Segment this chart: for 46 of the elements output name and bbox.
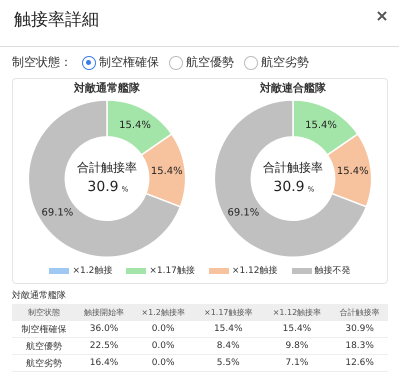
text: 8.4% (216, 341, 240, 351)
text: 0.0% (152, 358, 175, 368)
text: 制空状態： (12, 54, 72, 71)
text: 30.9% (345, 324, 374, 334)
text: 航空優勢 (186, 54, 234, 71)
text: 合計触接率 (77, 160, 137, 175)
text: 触接率詳細 (14, 9, 99, 31)
legend-label: ×1.2触接 (71, 264, 112, 277)
text: 16.4% (90, 358, 118, 368)
category-label: ×1.17触接率 (194, 304, 263, 321)
category-label: 触接開始率 (76, 304, 132, 321)
category-label: ×1.12触接率 (262, 304, 332, 321)
category-label: 航空優勢 (26, 342, 62, 352)
chart-title: 対敵通常艦隊 (73, 81, 141, 94)
text: 0.0% (152, 341, 175, 351)
data-label: 15.4% (305, 120, 337, 131)
legend-label: ×1.12触接 (230, 264, 278, 277)
text: 18.3% (345, 341, 374, 351)
legend-label: 触接不発 (314, 264, 351, 277)
data-label: 15.4% (150, 166, 183, 178)
legend-label: ×1.17触接 (148, 264, 195, 277)
text: 7.1% (286, 358, 308, 368)
text: 航空劣勢 (261, 54, 309, 71)
data-label: 15.4% (119, 120, 151, 131)
category-label: 制空権確保 (21, 324, 66, 334)
text: 12.6% (345, 358, 374, 368)
chart-title: 対敵連合艦隊 (259, 81, 327, 94)
category-label: 制空状態 (12, 304, 76, 321)
data-label: 69.1% (228, 207, 260, 218)
text: 対敵通常艦隊 (12, 290, 67, 302)
text: 15.4% (214, 324, 243, 334)
category-label: ×1.2触接率 (132, 304, 194, 321)
text: 30.9 (87, 179, 119, 196)
category-label: 合計触接率 (331, 304, 388, 321)
data-label: 69.1% (42, 207, 74, 218)
text: 36.0% (90, 324, 118, 334)
text: 9.8% (286, 341, 308, 351)
text: 0.0% (152, 324, 175, 334)
category-label: 航空劣勢 (26, 358, 62, 368)
text: 制空権確保 (99, 54, 159, 71)
text: 合計触接率 (263, 160, 323, 175)
text: 5.5% (216, 358, 240, 368)
text: 30.9 (273, 179, 305, 196)
text: 15.4% (282, 324, 312, 334)
data-label: 15.4% (336, 166, 369, 178)
text: 22.5% (90, 341, 118, 351)
